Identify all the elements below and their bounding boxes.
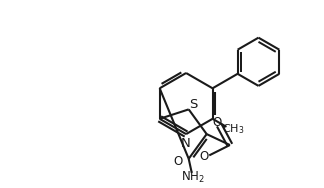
Text: O: O xyxy=(200,150,209,163)
Text: NH$_2$: NH$_2$ xyxy=(181,170,205,185)
Text: O: O xyxy=(213,116,222,130)
Text: N: N xyxy=(181,137,191,150)
Text: CH$_3$: CH$_3$ xyxy=(222,122,245,136)
Text: S: S xyxy=(189,98,197,111)
Text: O: O xyxy=(173,155,182,168)
